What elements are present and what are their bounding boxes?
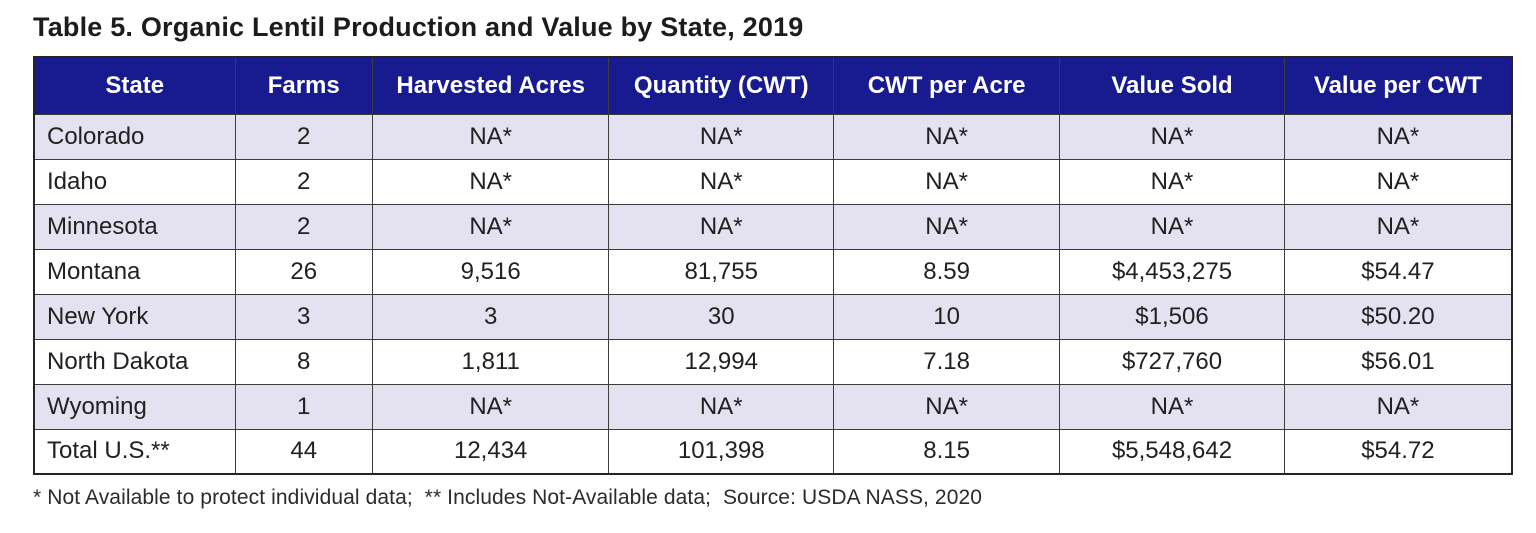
value-cell: 10 (833, 293, 1061, 340)
state-cell: Minnesota (33, 203, 236, 250)
value-cell: 26 (234, 248, 373, 295)
value-cell: 7.18 (833, 338, 1061, 385)
value-cell: $56.01 (1283, 338, 1513, 385)
value-cell: NA* (371, 158, 610, 205)
value-cell: 9,516 (371, 248, 610, 295)
table-row: Colorado 2 NA* NA* NA* NA* NA* (33, 113, 1513, 160)
lentil-production-table: State Farms Harvested Acres Quantity (CWT) C… (33, 56, 1513, 475)
column-header: CWT per Acre (833, 56, 1061, 115)
table-row: New York 3 3 30 10 $1,506 $50.20 (33, 293, 1513, 340)
value-cell: $727,760 (1059, 338, 1285, 385)
column-header: State (33, 56, 236, 115)
value-cell: NA* (1059, 203, 1285, 250)
value-cell: NA* (371, 203, 610, 250)
column-header: Value per CWT (1283, 56, 1513, 115)
value-cell: NA* (833, 113, 1061, 160)
value-cell: $5,548,642 (1059, 428, 1285, 475)
value-cell: $4,453,275 (1059, 248, 1285, 295)
value-cell: NA* (833, 203, 1061, 250)
state-cell: North Dakota (33, 338, 236, 385)
value-cell: 1,811 (371, 338, 610, 385)
value-cell: NA* (1283, 158, 1513, 205)
value-cell: 101,398 (608, 428, 835, 475)
header-row: State Farms Harvested Acres Quantity (CWT) C… (33, 56, 1513, 115)
table-body: Colorado 2 NA* NA* NA* NA* NA* Idaho 2 NA* NA* NA* N… (33, 113, 1513, 475)
value-cell: 8.59 (833, 248, 1061, 295)
value-cell: 81,755 (608, 248, 835, 295)
table-row: Idaho 2 NA* NA* NA* NA* NA* (33, 158, 1513, 205)
value-cell: NA* (608, 203, 835, 250)
table-footnote: * Not Available to protect individual da… (33, 486, 983, 509)
value-cell: 2 (234, 158, 373, 205)
table-title: Table 5. Organic Lentil Production and V… (33, 12, 804, 42)
state-cell: Colorado (33, 113, 236, 160)
table-row: Montana 26 9,516 81,755 8.59 $4,453,275 $54.47 (33, 248, 1513, 295)
state-cell: Total U.S.** (33, 428, 236, 475)
value-cell: 30 (608, 293, 835, 340)
table-row: North Dakota 8 1,811 12,994 7.18 $727,760 $56.… (33, 338, 1513, 385)
value-cell: NA* (608, 113, 835, 160)
value-cell: NA* (1059, 383, 1285, 430)
value-cell: $54.47 (1283, 248, 1513, 295)
column-header: Harvested Acres (371, 56, 610, 115)
value-cell: NA* (608, 158, 835, 205)
value-cell: 2 (234, 113, 373, 160)
value-cell: NA* (1059, 158, 1285, 205)
value-cell: NA* (833, 383, 1061, 430)
state-cell: Montana (33, 248, 236, 295)
table-header: State Farms Harvested Acres Quantity (CWT) C… (33, 56, 1513, 115)
value-cell: NA* (371, 383, 610, 430)
value-cell: $1,506 (1059, 293, 1285, 340)
value-cell: 12,434 (371, 428, 610, 475)
value-cell: NA* (1059, 113, 1285, 160)
value-cell: 2 (234, 203, 373, 250)
value-cell: NA* (1283, 113, 1513, 160)
state-cell: Wyoming (33, 383, 236, 430)
value-cell: NA* (1283, 383, 1513, 430)
value-cell: 1 (234, 383, 373, 430)
column-header: Quantity (CWT) (608, 56, 835, 115)
column-header: Farms (234, 56, 373, 115)
table-row: Total U.S.** 44 12,434 101,398 8.15 $5,548,64… (33, 428, 1513, 475)
value-cell: 3 (371, 293, 610, 340)
value-cell: NA* (833, 158, 1061, 205)
column-header: Value Sold (1059, 56, 1285, 115)
value-cell: NA* (1283, 203, 1513, 250)
value-cell: 8.15 (833, 428, 1061, 475)
value-cell: $50.20 (1283, 293, 1513, 340)
value-cell: 8 (234, 338, 373, 385)
value-cell: 12,994 (608, 338, 835, 385)
state-cell: New York (33, 293, 236, 340)
value-cell: $54.72 (1283, 428, 1513, 475)
state-cell: Idaho (33, 158, 236, 205)
table-row: Wyoming 1 NA* NA* NA* NA* NA* (33, 383, 1513, 430)
table-row: Minnesota 2 NA* NA* NA* NA* NA* (33, 203, 1513, 250)
value-cell: NA* (371, 113, 610, 160)
value-cell: 44 (234, 428, 373, 475)
value-cell: 3 (234, 293, 373, 340)
value-cell: NA* (608, 383, 835, 430)
